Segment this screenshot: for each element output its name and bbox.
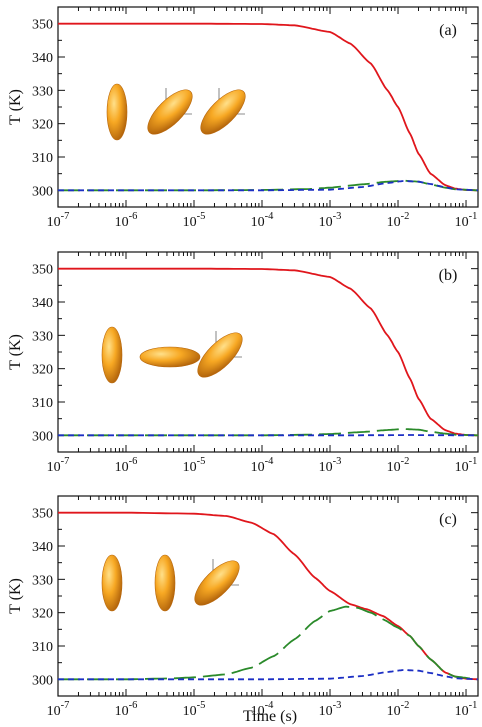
chart-panel-1: 10-7 10-6 10-5 10-4 10-3 10-2 10-1 300 310 320 330… [7,6,479,230]
y-tick-label: 320 [32,363,53,378]
x-tick-label: 10-5 [183,211,206,230]
x-tick-label: 10-7 [47,211,70,230]
ellipsoid-particle-icon [101,326,123,384]
series-line-solid [58,511,478,681]
x-tick-label: 10-1 [455,456,478,475]
panel-label: (a) [439,22,457,39]
y-tick-label: 350 [32,18,53,33]
x-tick-label: 10-7 [47,700,70,719]
y-tick-label: 310 [32,640,53,655]
x-tick-label: 10-5 [183,456,206,475]
x-axis-label: Time (s) [243,708,297,725]
x-tick-label: 10-3 [319,211,342,230]
y-tick-label: 340 [32,296,53,311]
series-line-long-dash [58,179,478,192]
x-tick-label: 10-6 [115,211,138,230]
series-line-long-dash [58,605,479,681]
series-line-long-dash [58,428,478,437]
y-tick-label: 320 [32,118,53,133]
y-tick-label: 350 [32,263,53,278]
ellipsoid-particle-icon [200,88,246,135]
x-tick-label: 10-4 [251,700,274,719]
x-tick-label: 10-4 [251,211,274,230]
ellipsoid-particle-icon [197,331,243,378]
ellipsoid-particle-icon [154,554,176,612]
panel-label: (c) [439,511,457,528]
ellipsoid-particle-icon [194,559,240,606]
y-tick-label: 320 [32,607,53,622]
x-tick-label: 10-6 [115,456,138,475]
x-tick-label: 10-6 [115,700,138,719]
y-tick-label: 340 [32,540,53,555]
x-tick-label: 10-3 [319,700,342,719]
ellipsoid-particle-icon [106,83,128,141]
y-tick-label: 300 [32,184,53,199]
panel-label: (b) [439,267,458,284]
chart-panel-3: 10-7 10-6 10-5 10-4 10-3 10-2 10-1 300 310 320 330… [7,495,479,719]
y-axis-label: T (K) [7,89,24,125]
y-tick-label: 340 [32,51,53,66]
y-tick-label: 310 [32,396,53,411]
series-line-short-dash [58,669,478,681]
x-tick-label: 10-5 [183,700,206,719]
panels: 10-7 10-6 10-5 10-4 10-3 10-2 10-1 300 310 320 330… [7,6,479,719]
y-tick-label: 300 [32,673,53,688]
x-tick-label: 10-1 [455,700,478,719]
series-line-solid [58,267,478,437]
x-tick-label: 10-2 [387,700,410,719]
x-tick-label: 10-2 [387,456,410,475]
x-tick-label: 10-2 [387,211,410,230]
series-line-solid [58,22,478,192]
y-tick-label: 350 [32,507,53,522]
ellipsoid-particle-icon [147,88,193,135]
series-line-short-dash [58,180,478,192]
y-tick-label: 300 [32,429,53,444]
y-axis-label: T (K) [7,334,24,370]
ellipsoid-particle-icon [139,346,201,368]
y-tick-label: 330 [32,573,53,588]
x-tick-label: 10-7 [47,456,70,475]
x-tick-label: 10-4 [251,456,274,475]
y-tick-label: 330 [32,329,53,344]
y-tick-label: 330 [32,84,53,99]
chart-panel-2: 10-7 10-6 10-5 10-4 10-3 10-2 10-1 300 310 320 330… [7,251,479,475]
x-tick-label: 10-3 [319,456,342,475]
ellipsoid-particle-icon [101,554,123,612]
y-axis-label: T (K) [7,578,24,614]
y-tick-label: 310 [32,151,53,166]
x-tick-label: 10-1 [455,211,478,230]
